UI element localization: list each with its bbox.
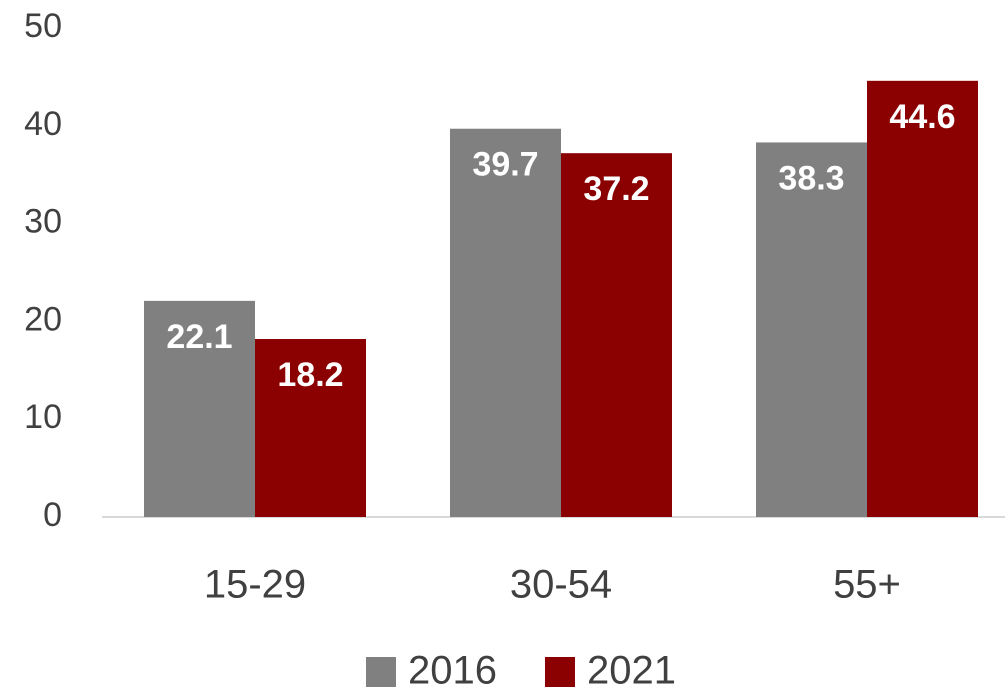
legend-label: 2021	[587, 649, 676, 692]
y-tick-label: 0	[43, 496, 62, 534]
data-label: 18.2	[277, 356, 343, 394]
data-label: 38.3	[778, 159, 844, 197]
y-tick-label: 10	[24, 398, 62, 436]
data-label: 44.6	[889, 98, 955, 136]
bar	[450, 128, 561, 517]
bar	[255, 339, 366, 517]
legend-swatch	[544, 657, 575, 687]
y-tick-label: 20	[24, 300, 62, 338]
bar	[867, 80, 978, 517]
bar	[144, 300, 255, 517]
y-tick-label: 50	[24, 7, 62, 45]
bar	[561, 153, 672, 517]
y-tick-label: 40	[24, 105, 62, 143]
x-tick-label: 30-54	[510, 563, 612, 607]
data-label: 39.7	[472, 146, 538, 184]
y-tick-label: 30	[24, 203, 62, 241]
data-label: 37.2	[583, 170, 649, 208]
x-tick-label: 15-29	[204, 563, 306, 607]
bar	[756, 142, 867, 517]
x-tick-label: 55+	[833, 563, 901, 607]
legend-swatch	[366, 657, 396, 687]
legend-label: 2016	[408, 649, 497, 692]
data-label: 22.1	[166, 318, 232, 356]
